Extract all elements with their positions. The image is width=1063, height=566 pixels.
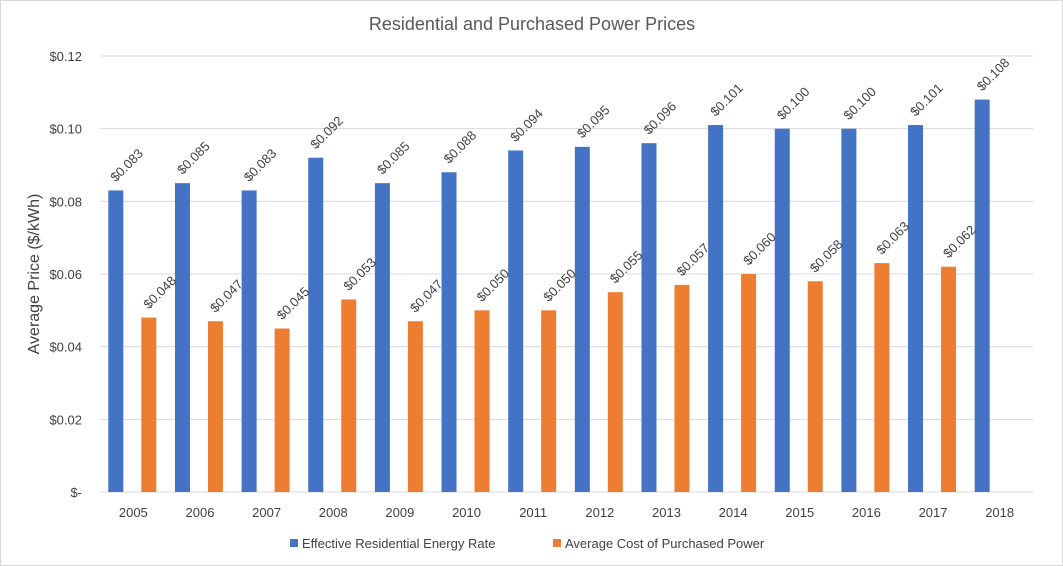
- residential-rate-label: $0.101: [707, 80, 746, 119]
- x-tick-label: 2014: [719, 505, 748, 520]
- residential-rate-label: $0.092: [307, 113, 346, 152]
- x-tick-label: 2017: [919, 505, 948, 520]
- purchased-power-bar: [141, 317, 157, 492]
- residential-rate-label: $0.083: [107, 146, 146, 185]
- purchased-power-label: $0.055: [607, 248, 646, 287]
- residential-rate-bar: [841, 128, 857, 492]
- x-tick-label: 2016: [852, 505, 881, 520]
- purchased-power-bar: [941, 266, 957, 492]
- x-tick-label: 2015: [785, 505, 814, 520]
- residential-rate-bar: [508, 150, 524, 492]
- y-tick-label: $0.10: [49, 122, 82, 137]
- residential-rate-bar: [908, 125, 924, 493]
- residential-rate-bar: [708, 125, 724, 493]
- y-axis-ticks: $- $0.02 $0.04 $0.06 $0.08 $0.10 $0.12: [49, 49, 82, 500]
- legend-swatch-purchased: [553, 539, 561, 547]
- y-tick-label: $0.12: [49, 49, 82, 64]
- residential-rate-label: $0.096: [640, 99, 679, 138]
- residential-rate-label: $0.094: [507, 106, 546, 145]
- legend: Effective Residential Energy Rate Average…: [290, 536, 765, 551]
- residential-rate-bar: [174, 183, 190, 492]
- residential-rate-bar: [974, 99, 990, 492]
- residential-rate-label: $0.100: [840, 84, 879, 123]
- purchased-power-bar: [807, 281, 823, 492]
- purchased-power-bar: [274, 328, 290, 492]
- bars: [108, 99, 990, 493]
- purchased-power-label: $0.045: [274, 284, 313, 323]
- purchased-power-label: $0.062: [940, 222, 979, 261]
- residential-rate-label: $0.101: [907, 80, 946, 119]
- legend-label-purchased: Average Cost of Purchased Power: [565, 536, 765, 551]
- purchased-power-label: $0.050: [540, 266, 579, 305]
- x-tick-label: 2018: [985, 505, 1014, 520]
- x-tick-label: 2005: [119, 505, 148, 520]
- y-tick-label: $0.08: [49, 194, 82, 209]
- residential-rate-label: $0.083: [241, 146, 280, 185]
- x-tick-label: 2006: [186, 505, 215, 520]
- x-tick-label: 2012: [585, 505, 614, 520]
- purchased-power-bar: [674, 284, 690, 492]
- residential-rate-label: $0.100: [774, 84, 813, 123]
- x-tick-label: 2008: [319, 505, 348, 520]
- residential-rate-bar: [108, 190, 124, 492]
- chart-title: Residential and Purchased Power Prices: [369, 14, 695, 34]
- legend-swatch-residential: [290, 539, 298, 547]
- x-tick-label: 2010: [452, 505, 481, 520]
- y-axis-label: Average Price ($/kWh): [26, 194, 43, 355]
- x-axis-ticks: 2005 2006 2007 2008 2009 2010 2011 2012 2013 2014…: [119, 505, 1014, 520]
- x-tick-label: 2011: [519, 505, 547, 520]
- purchased-power-bar: [407, 321, 423, 492]
- purchased-power-bar: [341, 299, 357, 492]
- residential-rate-bar: [241, 190, 257, 492]
- purchased-power-label: $0.048: [140, 273, 179, 312]
- x-tick-label: 2007: [252, 505, 281, 520]
- y-tick-label: $0.02: [49, 412, 82, 427]
- purchased-power-bar: [474, 310, 490, 492]
- residential-rate-bar: [308, 157, 324, 492]
- x-tick-label: 2013: [652, 505, 681, 520]
- purchased-power-label: $0.047: [207, 277, 246, 316]
- y-tick-label: $-: [70, 485, 82, 500]
- residential-rate-bar: [774, 128, 790, 492]
- residential-rate-label: $0.088: [441, 128, 480, 167]
- y-tick-label: $0.06: [49, 267, 82, 282]
- purchased-power-bar: [874, 263, 890, 492]
- purchased-power-label: $0.050: [474, 266, 513, 305]
- residential-rate-bar: [641, 143, 657, 492]
- purchased-power-label: $0.047: [407, 277, 446, 316]
- residential-rate-label: $0.085: [174, 139, 213, 178]
- purchased-power-label: $0.063: [873, 218, 912, 257]
- residential-rate-bar: [441, 172, 457, 492]
- residential-rate-label: $0.108: [974, 55, 1013, 94]
- x-tick-label: 2009: [385, 505, 414, 520]
- residential-rate-label: $0.095: [574, 102, 613, 141]
- legend-label-residential: Effective Residential Energy Rate: [302, 536, 495, 551]
- purchased-power-bar: [207, 321, 223, 492]
- y-tick-label: $0.04: [49, 340, 82, 355]
- residential-rate-bar: [574, 146, 590, 493]
- residential-rate-label: $0.085: [374, 139, 413, 178]
- purchased-power-bar: [741, 274, 757, 492]
- residential-rate-bar: [374, 183, 390, 492]
- purchased-power-bar: [541, 310, 557, 492]
- purchased-power-bar: [607, 292, 623, 492]
- purchased-power-label: $0.057: [673, 240, 712, 279]
- purchased-power-label: $0.058: [807, 237, 846, 276]
- purchased-power-label: $0.060: [740, 229, 779, 268]
